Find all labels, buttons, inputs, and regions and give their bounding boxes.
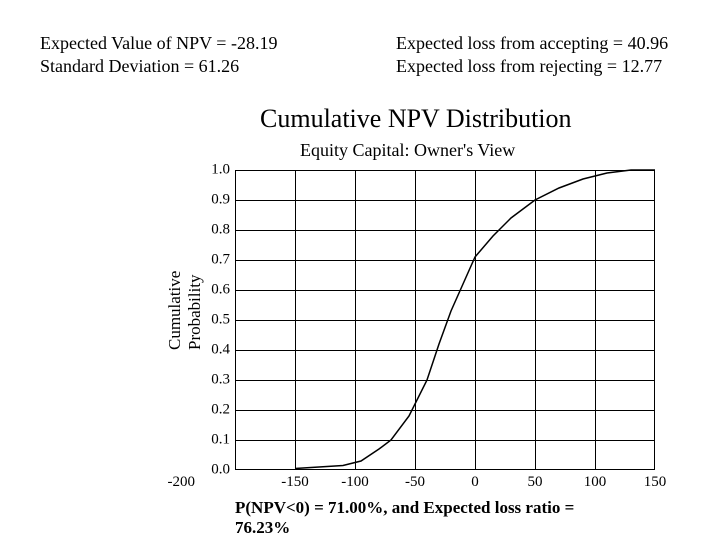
stats-right-block: Expected loss from accepting = 40.96 Exp… — [396, 32, 668, 77]
x-tick-label: 100 — [584, 474, 607, 491]
y-tick-label: 0.8 — [190, 222, 230, 239]
y-tick-label: 0.0 — [190, 462, 230, 479]
x-tick-label: -150 — [281, 474, 309, 491]
expected-value-text: Expected Value of NPV = -28.19 — [40, 32, 277, 55]
x-tick-label: -200 — [155, 474, 195, 491]
y-tick-label: 0.5 — [190, 312, 230, 329]
loss-rejecting-text: Expected loss from rejecting = 12.77 — [396, 55, 668, 78]
y-tick-label: 0.6 — [190, 282, 230, 299]
stats-left-block: Expected Value of NPV = -28.19 Standard … — [40, 32, 277, 77]
footer-line2: 76.23% — [235, 518, 574, 538]
cdf-curve — [235, 170, 655, 470]
loss-accepting-text: Expected loss from accepting = 40.96 — [396, 32, 668, 55]
x-tick-label: 150 — [644, 474, 667, 491]
chart-title: Cumulative NPV Distribution — [260, 104, 572, 134]
std-dev-text: Standard Deviation = 61.26 — [40, 55, 277, 78]
x-tick-label: 50 — [528, 474, 543, 491]
x-tick-label: -100 — [341, 474, 369, 491]
plot-area — [235, 170, 655, 470]
cdf-line — [295, 170, 655, 469]
y-axis-label-line1: Cumulative — [165, 271, 184, 350]
chart-subtitle: Equity Capital: Owner's View — [300, 140, 515, 161]
y-tick-label: 0.3 — [190, 372, 230, 389]
y-tick-label: 0.9 — [190, 192, 230, 209]
footer-note: P(NPV<0) = 71.00%, and Expected loss rat… — [235, 498, 574, 539]
y-tick-label: 0.7 — [190, 252, 230, 269]
x-tick-label: -50 — [405, 474, 425, 491]
x-tick-label: 0 — [471, 474, 479, 491]
y-tick-label: 0.4 — [190, 342, 230, 359]
y-tick-label: 1.0 — [190, 162, 230, 179]
y-tick-label: 0.2 — [190, 402, 230, 419]
footer-line1: P(NPV<0) = 71.00%, and Expected loss rat… — [235, 498, 574, 518]
y-tick-label: 0.1 — [190, 432, 230, 449]
